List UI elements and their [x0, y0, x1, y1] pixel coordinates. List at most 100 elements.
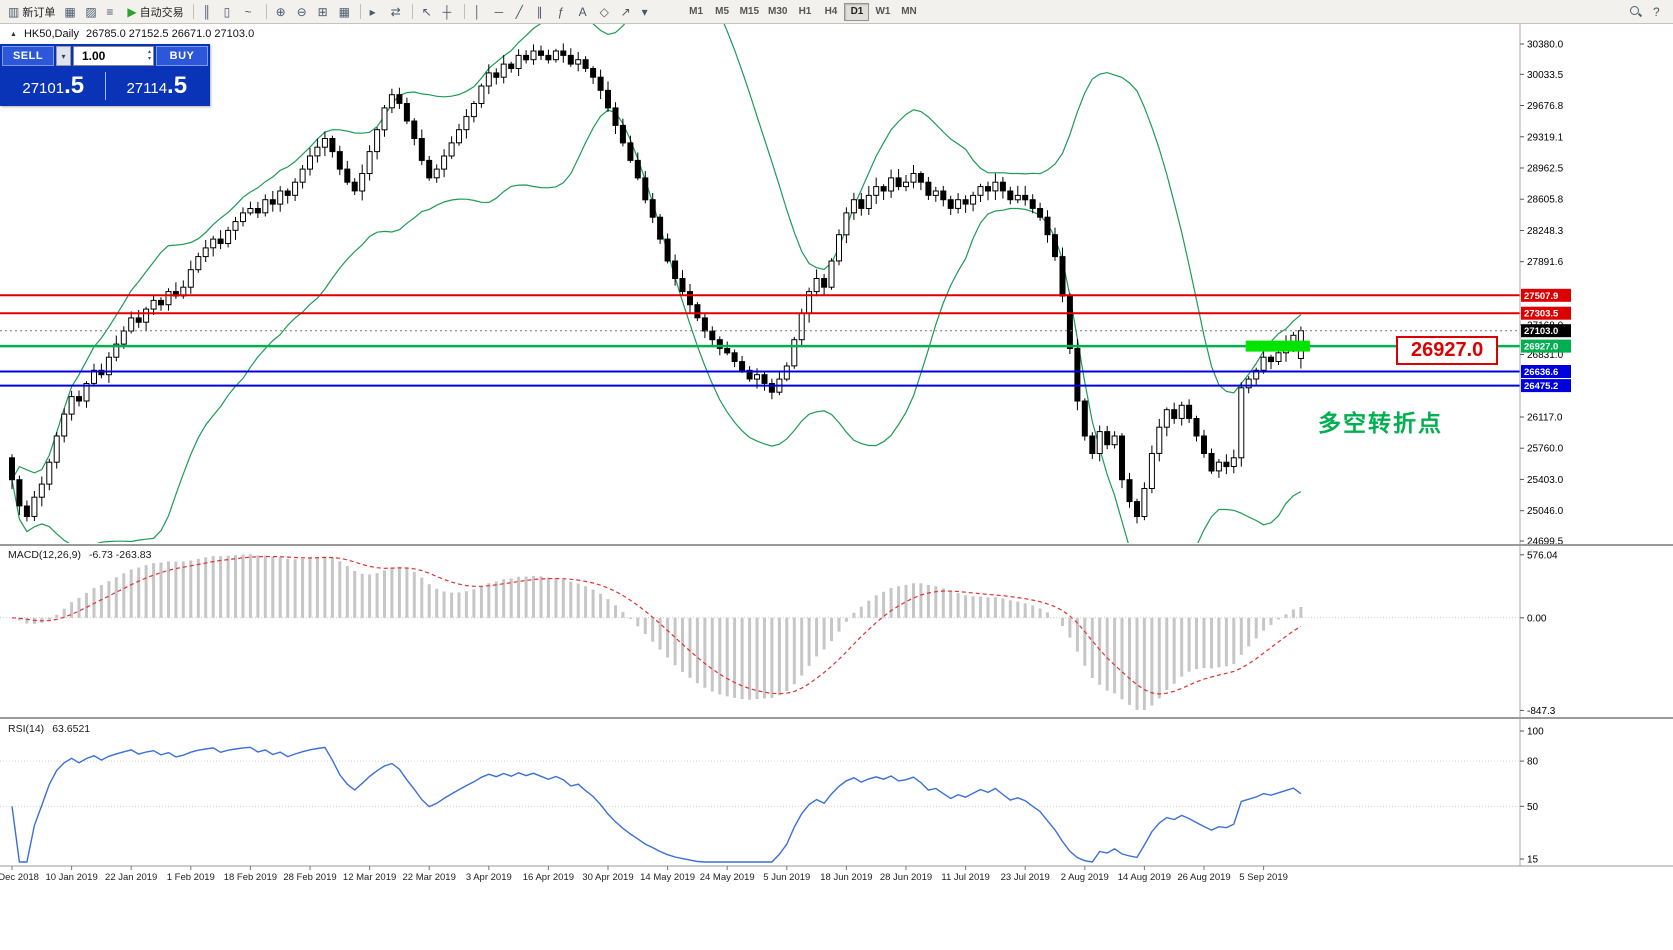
toolbar-separator: [192, 4, 194, 19]
svg-text:30033.5: 30033.5: [1527, 70, 1564, 81]
svg-text:16 Apr 2019: 16 Apr 2019: [523, 872, 574, 883]
timeframe-h1-button[interactable]: H1: [792, 3, 817, 21]
timeframe-bar: M1 M5 M15 M30 H1 H4 D1 W1 MN: [684, 2, 922, 21]
horizontal-line-button[interactable]: ─: [491, 2, 511, 22]
price-tag: [1521, 306, 1571, 320]
sell-button[interactable]: SELL: [2, 46, 54, 66]
chart-window-icon: ▦: [64, 4, 76, 19]
order-type-dropdown[interactable]: ▾: [56, 46, 71, 66]
svg-text:26831.0: 26831.0: [1527, 350, 1564, 361]
rsi-line: [11, 746, 1302, 863]
price-tag: [1521, 324, 1571, 338]
arrows-icon: ↗: [620, 4, 631, 19]
help-button[interactable]: ?: [1649, 2, 1669, 22]
svg-text:27507.9: 27507.9: [1524, 291, 1558, 302]
profiles-button[interactable]: ▨: [81, 2, 101, 22]
svg-text:28248.3: 28248.3: [1527, 226, 1564, 237]
chart-window-button[interactable]: ▦: [60, 2, 80, 22]
svg-text:28605.8: 28605.8: [1527, 195, 1564, 206]
timeframe-m15-button[interactable]: M15: [736, 3, 763, 21]
crosshair-button[interactable]: ┼: [439, 2, 459, 22]
timeframe-mn-button[interactable]: MN: [896, 3, 921, 21]
svg-text:12 Mar 2019: 12 Mar 2019: [343, 872, 396, 883]
toolbar-right: ?: [1625, 2, 1669, 22]
svg-text:14 Aug 2019: 14 Aug 2019: [1118, 872, 1171, 883]
volume-down-icon[interactable]: ▾: [147, 56, 151, 62]
svg-text:29319.1: 29319.1: [1527, 132, 1564, 143]
vertical-line-icon: │: [473, 4, 482, 19]
svg-text:11 Jul 2019: 11 Jul 2019: [941, 872, 989, 883]
tile-windows-button[interactable]: ▦: [335, 2, 355, 22]
grid-button[interactable]: ⊞: [314, 2, 334, 22]
svg-text:23 Jul 2019: 23 Jul 2019: [1001, 872, 1050, 883]
chevron-down-icon: ▾: [641, 4, 648, 19]
timeframe-h4-button[interactable]: H4: [818, 3, 843, 21]
rsi-panel: 100 80 50 15: [0, 727, 1544, 866]
toolbar: ▥ 新订单 ▦ ▨ ≡ ▶ 自动交易 ║ ▯ ~ ⊕ ⊖ ⊞ ▦ ▸ ⇄ ↖ ┼ │ ─ ╱ ∥ ƒ A ◇ ↗ ▾ M1 M5 M15…: [0, 0, 1673, 24]
buy-price[interactable]: 27114.5: [126, 72, 188, 99]
new-order-button[interactable]: ▥ 新订单: [4, 2, 59, 22]
line-chart-button[interactable]: ~: [241, 2, 261, 22]
vertical-line-button[interactable]: │: [470, 2, 490, 22]
volume-input[interactable]: 1.00 ▴ ▾: [73, 46, 154, 66]
svg-text:28962.5: 28962.5: [1527, 164, 1564, 175]
svg-text:80: 80: [1527, 757, 1539, 768]
cursor-button[interactable]: ↖: [418, 2, 438, 22]
channel-icon: ∥: [536, 4, 543, 19]
autotrading-button[interactable]: ▶ 自动交易: [123, 2, 187, 22]
svg-text:26927.0: 26927.0: [1524, 342, 1558, 353]
timeframe-m30-button[interactable]: M30: [764, 3, 791, 21]
fibonacci-button[interactable]: ƒ: [554, 2, 574, 22]
chart-canvas[interactable]: 30380.0 30033.5 29676.8 29319.1 28962.5 28605…: [0, 24, 1673, 950]
svg-text:18 Feb 2019: 18 Feb 2019: [224, 872, 277, 883]
svg-text:30 Apr 2019: 30 Apr 2019: [582, 872, 633, 883]
search-button[interactable]: [1625, 2, 1646, 22]
bar-chart-button[interactable]: ║: [199, 2, 219, 22]
timeframe-d1-button[interactable]: D1: [844, 2, 870, 21]
svg-text:30380.0: 30380.0: [1527, 40, 1564, 51]
trendline-button[interactable]: ╱: [512, 2, 532, 22]
volume-up-icon[interactable]: ▴: [147, 49, 151, 56]
svg-text:2 Aug 2019: 2 Aug 2019: [1061, 872, 1109, 883]
horizontal-line-icon: ─: [494, 4, 504, 19]
cursor-icon: ↖: [421, 4, 432, 19]
price-tag: [1521, 365, 1571, 378]
shapes-button[interactable]: ◇: [596, 2, 616, 22]
bollinger-bands: [11, 24, 1302, 543]
svg-text:15: 15: [1527, 855, 1539, 866]
svg-text:5 Sep 2019: 5 Sep 2019: [1239, 872, 1288, 883]
timeframe-m5-button[interactable]: M5: [710, 3, 735, 21]
zoom-in-button[interactable]: ⊕: [272, 2, 292, 22]
profiles-icon: ▨: [85, 4, 97, 19]
text-label-button[interactable]: A: [575, 2, 595, 22]
sell-price[interactable]: 27101.5: [22, 72, 85, 99]
timeframe-m1-button[interactable]: M1: [684, 3, 709, 21]
breakout-price-label[interactable]: 26927.0: [1396, 336, 1499, 365]
rsi-title: RSI(14): [8, 723, 45, 735]
channel-button[interactable]: ∥: [533, 2, 553, 22]
horizontal-levels: [0, 294, 1520, 387]
svg-text:28 Feb 2019: 28 Feb 2019: [283, 872, 336, 883]
breakout-highlight-bar[interactable]: [1245, 340, 1310, 352]
arrows-button[interactable]: ↗: [617, 2, 637, 22]
zoom-out-button[interactable]: ⊖: [293, 2, 313, 22]
grid-icon: ⊞: [317, 4, 328, 19]
new-order-button-label: 新订单: [22, 6, 56, 19]
svg-text:100: 100: [1527, 727, 1544, 738]
tools-dropdown-button[interactable]: ▾: [638, 2, 658, 22]
svg-text:0.00: 0.00: [1527, 613, 1547, 624]
price-tag: [1521, 379, 1571, 393]
svg-text:26475.2: 26475.2: [1524, 381, 1558, 392]
toolbar-separator: [411, 4, 413, 19]
candlestick-chart-button[interactable]: ▯: [220, 2, 240, 22]
auto-scroll-button[interactable]: ▸: [366, 2, 386, 22]
svg-text:26117.0: 26117.0: [1527, 413, 1563, 424]
buy-button[interactable]: BUY: [156, 46, 208, 66]
svg-text:22 Jan 2019: 22 Jan 2019: [105, 872, 157, 883]
chart-shift-button[interactable]: ⇄: [387, 2, 407, 22]
market-watch-button[interactable]: ≡: [102, 2, 122, 22]
svg-text:27891.6: 27891.6: [1527, 257, 1564, 268]
timeframe-w1-button[interactable]: W1: [870, 3, 895, 21]
market-watch-icon: ≡: [106, 4, 114, 19]
